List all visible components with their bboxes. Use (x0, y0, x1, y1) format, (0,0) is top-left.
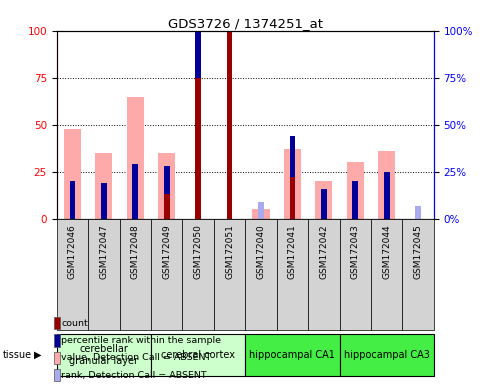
Text: GSM172044: GSM172044 (382, 224, 391, 279)
Bar (164, 166, 170, 194)
Bar (54, 369, 60, 381)
Bar (227, 31, 232, 219)
Bar (308, 219, 340, 330)
Bar (227, 0, 232, 31)
Bar (245, 334, 340, 376)
Text: cerebellar
granular layer: cerebellar granular layer (70, 344, 139, 366)
Bar (415, 206, 421, 219)
Text: count: count (61, 319, 88, 328)
Bar (182, 219, 214, 330)
Bar (95, 153, 112, 219)
Bar (258, 202, 264, 219)
Text: rank, Detection Call = ABSENT: rank, Detection Call = ABSENT (61, 371, 207, 379)
Text: GSM172049: GSM172049 (162, 224, 171, 279)
Bar (252, 210, 270, 219)
Bar (352, 181, 358, 219)
Text: percentile rank within the sample: percentile rank within the sample (61, 336, 221, 345)
Bar (54, 317, 60, 329)
Bar (214, 219, 246, 330)
Bar (133, 164, 138, 219)
Text: tissue: tissue (2, 350, 32, 360)
Bar (101, 183, 106, 219)
Text: GSM172047: GSM172047 (99, 224, 108, 279)
Bar (195, 23, 201, 78)
Bar (340, 334, 434, 376)
Bar (402, 219, 434, 330)
Text: GSM172046: GSM172046 (68, 224, 77, 279)
Title: GDS3726 / 1374251_at: GDS3726 / 1374251_at (168, 17, 323, 30)
Bar (378, 151, 395, 219)
Text: hippocampal CA3: hippocampal CA3 (344, 350, 429, 360)
Bar (245, 219, 277, 330)
Bar (289, 136, 295, 177)
Bar (54, 351, 60, 364)
Bar (127, 96, 144, 219)
Bar (277, 219, 308, 330)
Text: GSM172050: GSM172050 (194, 224, 203, 279)
Bar (151, 219, 182, 330)
Text: hippocampal CA1: hippocampal CA1 (249, 350, 335, 360)
Text: GSM172040: GSM172040 (256, 224, 266, 279)
Bar (70, 181, 75, 219)
Bar (119, 219, 151, 330)
Bar (347, 162, 364, 219)
Bar (315, 181, 332, 219)
Bar (54, 334, 60, 347)
Bar (57, 334, 151, 376)
Text: GSM172048: GSM172048 (131, 224, 140, 279)
Bar (284, 149, 301, 219)
Bar (64, 129, 81, 219)
Text: GSM172043: GSM172043 (351, 224, 360, 279)
Text: value, Detection Call = ABSENT: value, Detection Call = ABSENT (61, 353, 211, 362)
Text: GSM172041: GSM172041 (288, 224, 297, 279)
Bar (151, 334, 245, 376)
Bar (164, 194, 170, 219)
Bar (88, 219, 119, 330)
Bar (158, 153, 176, 219)
Bar (340, 219, 371, 330)
Bar (195, 78, 201, 219)
Bar (57, 219, 88, 330)
Bar (384, 172, 389, 219)
Bar (321, 189, 327, 219)
Text: GSM172051: GSM172051 (225, 224, 234, 279)
Text: GSM172042: GSM172042 (319, 224, 328, 279)
Text: cerebral cortex: cerebral cortex (161, 350, 235, 360)
Bar (371, 219, 402, 330)
Bar (289, 177, 295, 219)
Text: ▶: ▶ (34, 350, 41, 360)
Text: GSM172045: GSM172045 (414, 224, 423, 279)
